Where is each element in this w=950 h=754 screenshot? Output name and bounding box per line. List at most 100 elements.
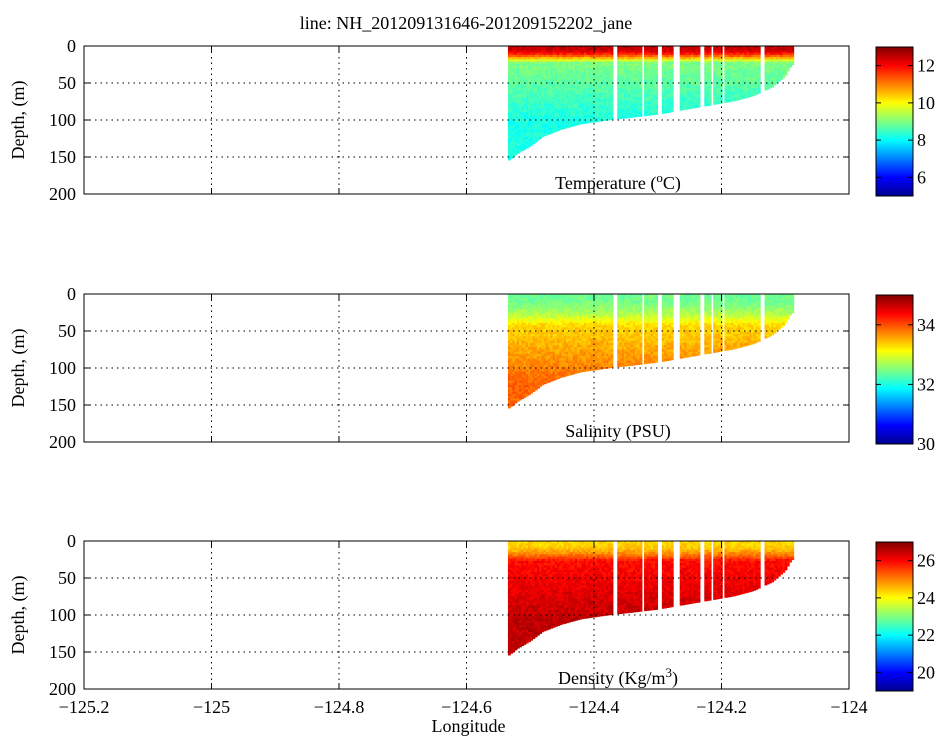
data-cell xyxy=(523,52,527,56)
data-cell xyxy=(594,57,598,60)
data-cell xyxy=(751,94,754,97)
data-cell xyxy=(746,83,750,87)
data-cell xyxy=(552,305,556,308)
data-cell xyxy=(512,57,516,60)
data-cell xyxy=(628,68,632,72)
data-cell xyxy=(753,72,757,76)
data-cell xyxy=(539,385,543,387)
data-cell xyxy=(521,331,525,335)
data-cell xyxy=(583,99,587,103)
data-cell xyxy=(561,77,565,80)
data-cell xyxy=(519,50,522,54)
data-cell xyxy=(507,150,511,154)
data-cell xyxy=(534,114,538,118)
data-cell xyxy=(530,336,534,339)
data-cell xyxy=(628,46,632,49)
data-cell xyxy=(664,68,667,72)
data-cell xyxy=(588,70,592,74)
data-cell xyxy=(523,68,527,72)
data-cell xyxy=(516,313,520,317)
data-cell xyxy=(610,108,614,111)
data-cell xyxy=(713,68,717,72)
data-cell xyxy=(771,54,775,58)
data-cell xyxy=(733,83,737,87)
data-cell xyxy=(751,65,754,69)
data-cell xyxy=(530,143,534,146)
data-cell xyxy=(637,99,641,103)
data-cell xyxy=(548,338,551,342)
data-cell xyxy=(512,52,516,56)
data-cell xyxy=(773,65,777,69)
data-cell xyxy=(541,130,545,134)
data-cell xyxy=(516,101,520,105)
data-cell xyxy=(606,88,609,91)
data-cell xyxy=(679,90,683,94)
data-cell xyxy=(559,52,563,56)
data-cell xyxy=(552,316,556,320)
data-cell xyxy=(619,108,623,111)
data-cell xyxy=(771,79,775,83)
data-cell xyxy=(742,59,746,63)
data-cell xyxy=(606,94,609,98)
data-cell xyxy=(577,77,580,80)
data-cell xyxy=(666,108,670,111)
data-cell xyxy=(528,123,531,127)
data-cell xyxy=(539,99,543,103)
data-cell xyxy=(543,369,547,373)
data-cell xyxy=(521,371,525,375)
data-cell xyxy=(586,94,589,98)
data-cell xyxy=(519,313,522,317)
data-cell xyxy=(550,61,554,65)
data-cell xyxy=(565,85,569,89)
data-cell xyxy=(565,311,569,315)
data-cell xyxy=(545,307,549,311)
data-cell xyxy=(559,362,563,366)
data-cell xyxy=(632,48,636,52)
data-cell xyxy=(565,318,569,322)
data-cell xyxy=(543,99,547,103)
data-cell xyxy=(512,99,516,103)
data-cell xyxy=(670,52,674,56)
data-cell xyxy=(521,305,525,308)
data-cell xyxy=(746,94,750,98)
data-cell xyxy=(619,59,623,63)
data-cell xyxy=(570,65,574,69)
data-cell xyxy=(623,46,627,49)
data-cell xyxy=(594,72,598,76)
data-cell xyxy=(650,94,654,98)
data-cell xyxy=(693,52,696,56)
data-cell xyxy=(534,367,538,371)
data-cell xyxy=(510,97,513,100)
data-cell xyxy=(525,74,529,78)
data-cell xyxy=(737,85,741,89)
data-cell xyxy=(525,391,529,395)
data-cell xyxy=(548,296,551,300)
data-cell xyxy=(525,72,529,76)
data-cell xyxy=(510,68,513,72)
data-cell xyxy=(632,88,636,91)
data-cell xyxy=(510,305,513,308)
data-cell xyxy=(523,345,527,348)
data-cell xyxy=(628,48,632,52)
data-cell xyxy=(746,57,750,60)
data-cell xyxy=(514,77,518,80)
data-cell xyxy=(539,59,543,63)
data-cell xyxy=(514,112,518,116)
data-cell xyxy=(516,327,520,331)
data-cell xyxy=(516,311,520,315)
data-cell xyxy=(510,331,513,335)
data-cell xyxy=(557,362,560,366)
data-cell xyxy=(557,376,560,379)
data-cell xyxy=(623,79,627,83)
data-cell xyxy=(697,77,701,80)
data-cell xyxy=(713,94,717,98)
data-cell xyxy=(557,48,560,52)
data-cell xyxy=(592,79,596,83)
data-cell xyxy=(650,88,654,91)
data-cell xyxy=(512,338,516,342)
data-cell xyxy=(644,59,647,63)
data-cell xyxy=(597,85,601,89)
data-cell xyxy=(534,65,538,69)
data-cell xyxy=(621,92,625,96)
data-cell xyxy=(632,46,636,49)
